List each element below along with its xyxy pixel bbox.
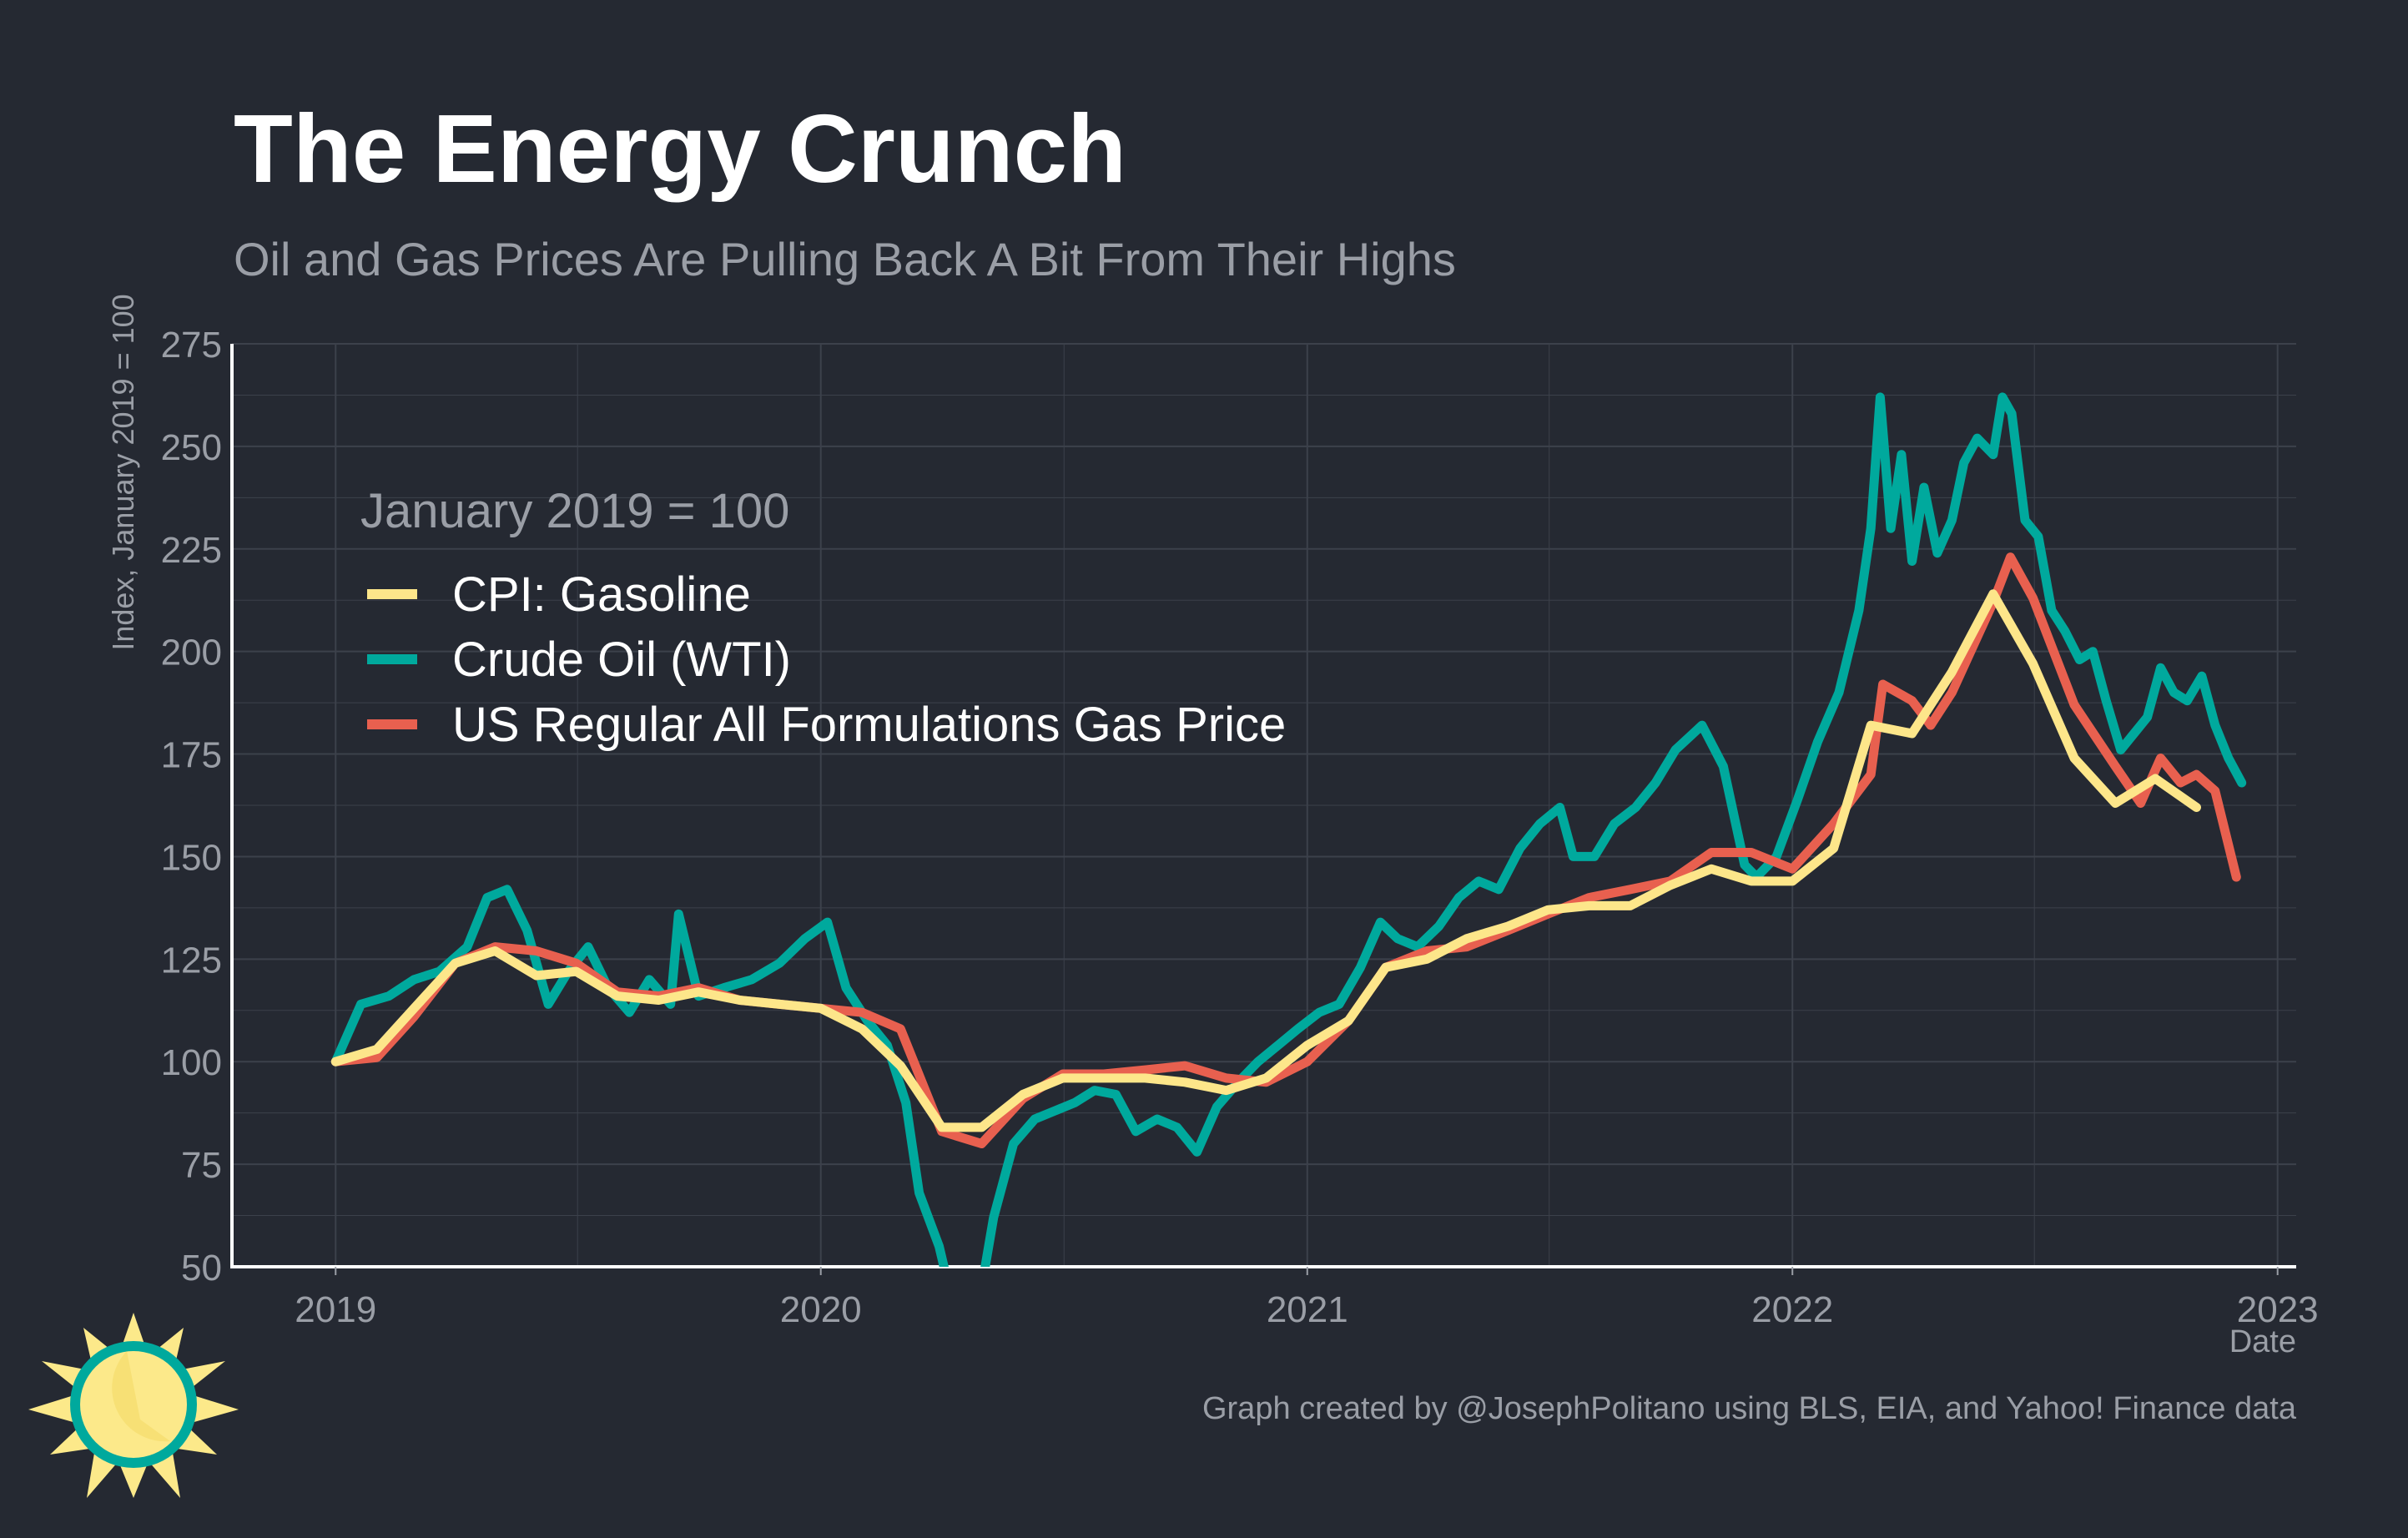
sun-logo-icon (28, 1313, 239, 1498)
legend-title: January 2019 = 100 (360, 484, 789, 538)
series-layer (330, 392, 2247, 1267)
y-tick-label: 125 (161, 940, 222, 981)
x-axis-label: Date (2229, 1324, 2296, 1359)
y-tick-label: 200 (161, 633, 222, 673)
y-tick-label: 225 (161, 530, 222, 571)
chart-title: The Energy Crunch (234, 94, 1126, 203)
series-line-crude-oil-wti (330, 392, 2247, 1267)
y-tick-label: 75 (181, 1145, 222, 1186)
y-tick-label: 250 (161, 427, 222, 468)
x-tick-label: 2021 (1267, 1289, 1348, 1330)
y-tick-label: 50 (181, 1248, 222, 1288)
y-tick-label: 175 (161, 735, 222, 776)
x-tick-label: 2019 (295, 1289, 376, 1330)
caption: Graph created by @JosephPolitano using B… (1202, 1391, 2297, 1426)
y-tick-label: 150 (161, 837, 222, 878)
chart-subtitle: Oil and Gas Prices Are Pulling Back A Bi… (234, 233, 1456, 285)
x-tick-label: 2020 (780, 1289, 862, 1330)
series-line-cpi-gasoline (330, 589, 2201, 1132)
legend-label: CPI: Gasoline (452, 567, 751, 622)
x-tick-label: 2023 (2237, 1289, 2319, 1330)
legend: January 2019 = 100 CPI: Gasoline Crude Oi… (360, 484, 1286, 752)
axis-layer: 50 75 100 125 150 175 200 225 250 275 2019 2020 2021… (161, 325, 2319, 1330)
grid-layer (232, 343, 2296, 1268)
y-tick-label: 275 (161, 325, 222, 366)
y-tick-label: 100 (161, 1042, 222, 1083)
y-axis-label: Index, January 2019 = 100 (106, 294, 140, 650)
legend-items: CPI: Gasoline Crude Oil (WTI) US Regular A… (367, 567, 1286, 752)
sun-shade (112, 1351, 170, 1442)
x-tick-label: 2022 (1751, 1289, 1833, 1330)
legend-label: US Regular All Formulations Gas Price (452, 698, 1286, 752)
legend-label: Crude Oil (WTI) (452, 633, 791, 687)
